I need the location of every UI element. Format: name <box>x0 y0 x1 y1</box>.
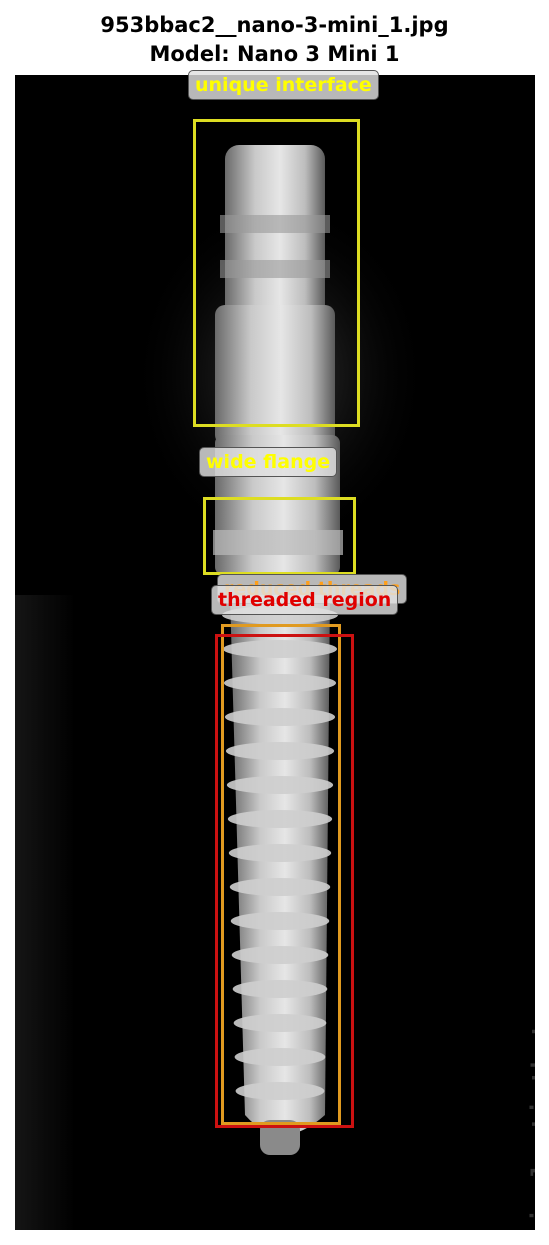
thread-ridge <box>232 980 328 998</box>
thread-ridge <box>223 674 337 692</box>
thread-ridge <box>228 844 332 862</box>
box-wide-flange <box>203 497 356 575</box>
box-unique-interface <box>193 119 360 427</box>
thread-ridge <box>231 946 329 964</box>
implant-xray-graphic <box>15 75 535 1230</box>
image-filename: 953bbac2__nano-3-mini_1.jpg <box>100 13 449 37</box>
box-reduced-threads <box>221 624 341 1125</box>
thread-ridge <box>224 708 336 726</box>
thread-ridge <box>222 640 338 658</box>
thread-ridge <box>226 776 334 794</box>
thread-ridge <box>225 742 335 760</box>
thread-ridge <box>233 1014 327 1032</box>
box-threaded-region <box>215 634 354 1128</box>
label-wide-flange: wide flange <box>199 447 338 477</box>
thread-ridge <box>234 1048 326 1066</box>
thread-ridge <box>235 1082 325 1100</box>
thread-ridge <box>230 912 330 930</box>
thread-ridge <box>229 878 331 896</box>
label-unique-interface: unique interface <box>188 70 379 100</box>
thread-ridge <box>227 810 333 828</box>
label-threaded-region: threaded region <box>211 585 399 615</box>
model-name: Model: Nano 3 Mini 1 <box>149 42 400 66</box>
watermark-text: whatimplantisthat.com <box>527 960 535 1230</box>
xray-image: whatimplantisthat.com <box>15 75 535 1230</box>
